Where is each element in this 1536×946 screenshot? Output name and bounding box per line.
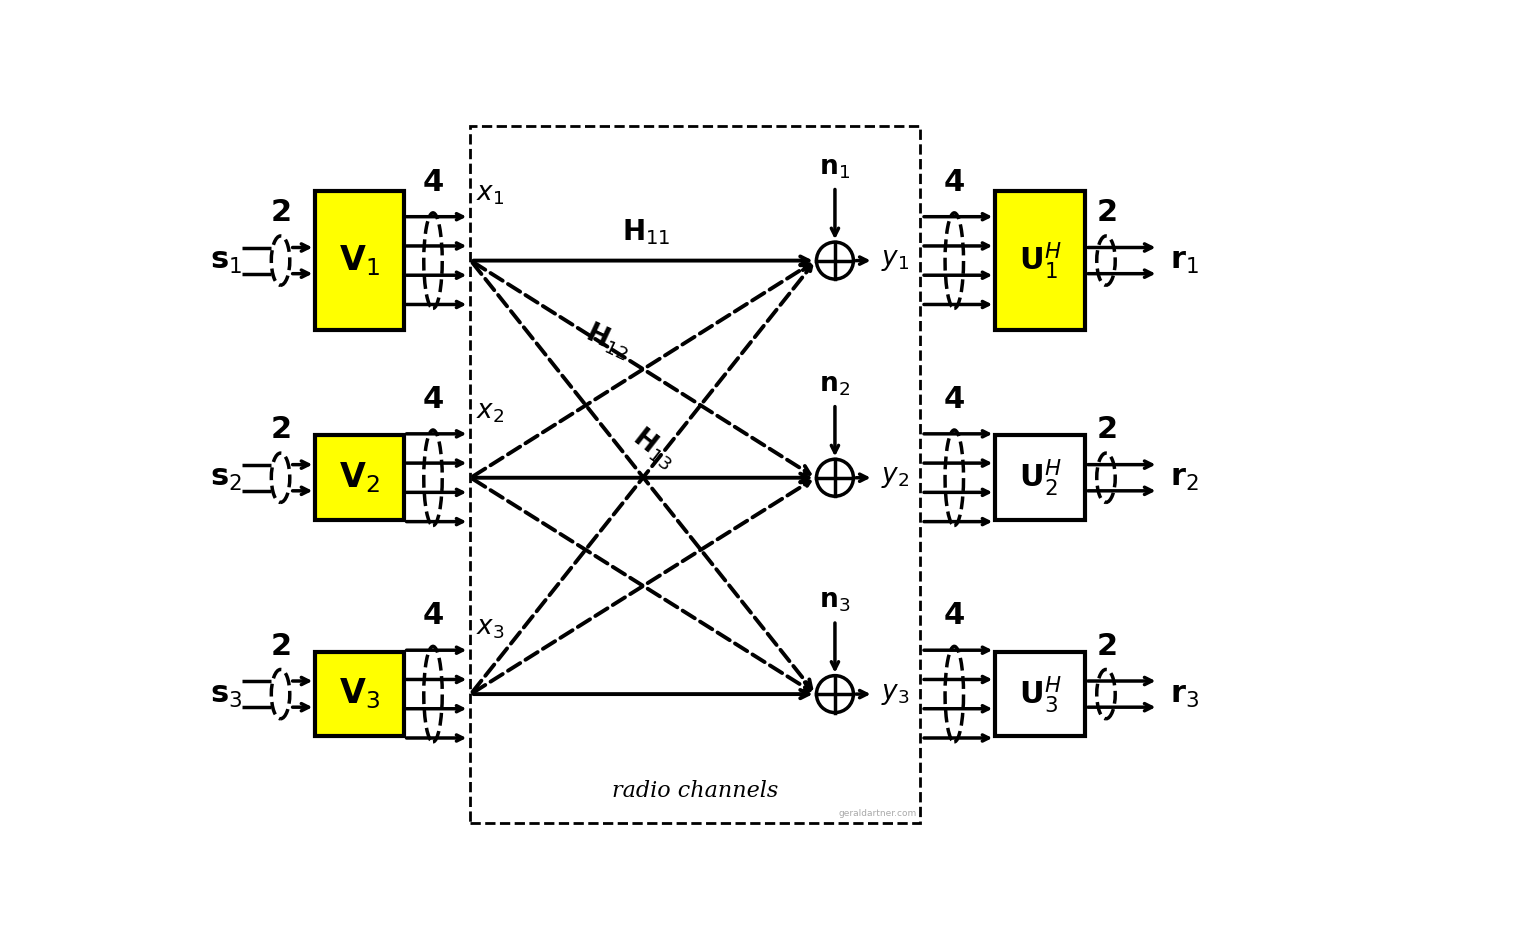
Text: $\mathbf{r}_1$: $\mathbf{r}_1$ [1170, 245, 1200, 276]
Bar [995, 652, 1086, 736]
Text: $x_1$: $x_1$ [476, 183, 504, 207]
Text: $\mathbf{s}_3$: $\mathbf{s}_3$ [210, 678, 243, 710]
Bar [470, 126, 920, 823]
Bar [995, 191, 1086, 330]
Text: radio channels: radio channels [611, 780, 777, 802]
Text: $\mathbf{4}$: $\mathbf{4}$ [422, 600, 444, 631]
Text: $\mathbf{4}$: $\mathbf{4}$ [943, 384, 965, 414]
Text: $\mathbf{2}$: $\mathbf{2}$ [1095, 414, 1117, 446]
Text: $\mathbf{H}_{11}$: $\mathbf{H}_{11}$ [622, 217, 671, 247]
Bar [995, 435, 1086, 520]
Text: $\mathbf{U}_2^H$: $\mathbf{U}_2^H$ [1018, 457, 1061, 499]
Bar [315, 435, 404, 520]
Bar [315, 652, 404, 736]
Text: $\mathbf{V}_1$: $\mathbf{V}_1$ [339, 243, 379, 278]
Text: $\mathbf{2}$: $\mathbf{2}$ [1095, 198, 1117, 228]
Text: $\mathbf{s}_1$: $\mathbf{s}_1$ [210, 245, 241, 276]
Circle shape [817, 242, 854, 279]
Text: $\mathbf{n}_1$: $\mathbf{n}_1$ [819, 155, 851, 181]
Text: $\mathbf{2}$: $\mathbf{2}$ [270, 414, 290, 446]
Text: $\mathbf{r}_3$: $\mathbf{r}_3$ [1170, 678, 1200, 710]
Text: $\mathbf{V}_3$: $\mathbf{V}_3$ [339, 676, 379, 711]
Text: $\mathbf{2}$: $\mathbf{2}$ [270, 198, 290, 228]
Text: $x_3$: $x_3$ [476, 616, 505, 641]
Circle shape [817, 675, 854, 712]
Text: $\mathbf{V}_2$: $\mathbf{V}_2$ [339, 461, 379, 495]
Text: $\mathbf{r}_2$: $\mathbf{r}_2$ [1170, 463, 1198, 493]
Text: $\mathbf{U}_1^H$: $\mathbf{U}_1^H$ [1018, 240, 1061, 281]
Bar [315, 191, 404, 330]
Text: $y_2$: $y_2$ [882, 465, 909, 490]
Text: $\mathbf{H}_{13}$: $\mathbf{H}_{13}$ [627, 423, 682, 474]
Text: $\mathbf{n}_3$: $\mathbf{n}_3$ [819, 589, 851, 614]
Text: $y_1$: $y_1$ [882, 248, 909, 273]
Text: $\mathbf{4}$: $\mathbf{4}$ [422, 166, 444, 198]
Text: geraldartner.com: geraldartner.com [839, 809, 917, 818]
Text: $\mathbf{H}_{12}$: $\mathbf{H}_{12}$ [581, 318, 634, 363]
Circle shape [817, 459, 854, 497]
Text: $\mathbf{4}$: $\mathbf{4}$ [943, 600, 965, 631]
Text: $x_2$: $x_2$ [476, 399, 504, 425]
Text: $\mathbf{2}$: $\mathbf{2}$ [1095, 631, 1117, 662]
Text: $\mathbf{s}_2$: $\mathbf{s}_2$ [210, 463, 241, 493]
Text: $y_3$: $y_3$ [882, 682, 909, 707]
Text: $\mathbf{4}$: $\mathbf{4}$ [422, 384, 444, 414]
Text: $\mathbf{U}_3^H$: $\mathbf{U}_3^H$ [1018, 674, 1061, 714]
Text: $\mathbf{n}_2$: $\mathbf{n}_2$ [819, 373, 851, 397]
Text: $\mathbf{2}$: $\mathbf{2}$ [270, 631, 290, 662]
Text: $\mathbf{4}$: $\mathbf{4}$ [943, 166, 965, 198]
